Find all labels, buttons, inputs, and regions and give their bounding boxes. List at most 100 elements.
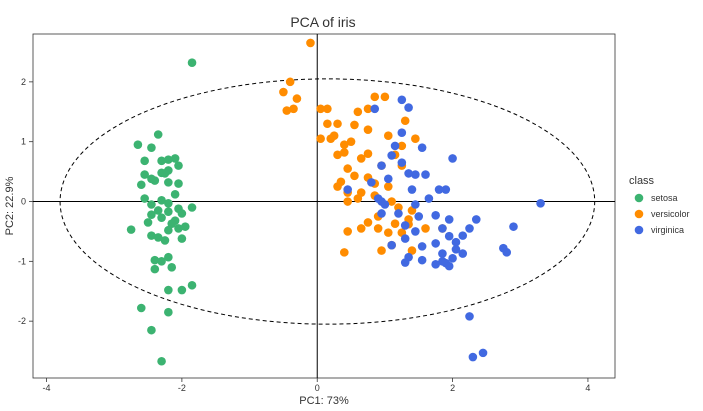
point-virginica bbox=[536, 199, 545, 208]
point-virginica bbox=[387, 151, 396, 160]
point-virginica bbox=[434, 185, 444, 194]
point-versicolor bbox=[285, 77, 295, 87]
point-virginica bbox=[367, 178, 376, 187]
point-virginica bbox=[411, 170, 420, 179]
point-versicolor bbox=[383, 228, 393, 237]
point-setosa bbox=[147, 231, 156, 240]
point-virginica bbox=[397, 128, 407, 138]
point-setosa bbox=[177, 209, 187, 218]
point-setosa bbox=[160, 236, 170, 245]
point-setosa bbox=[187, 280, 197, 290]
point-setosa bbox=[153, 233, 163, 242]
point-versicolor bbox=[363, 104, 373, 114]
point-setosa bbox=[164, 199, 173, 208]
point-virginica bbox=[400, 258, 410, 267]
point-virginica bbox=[377, 209, 386, 218]
point-virginica bbox=[387, 240, 396, 250]
point-virginica bbox=[424, 194, 434, 203]
point-versicolor bbox=[356, 224, 366, 233]
point-setosa bbox=[157, 257, 166, 266]
point-setosa bbox=[147, 200, 156, 209]
point-virginica bbox=[444, 231, 454, 241]
y-axis-label: PC2: 22.9% bbox=[4, 176, 16, 235]
point-virginica bbox=[377, 161, 386, 170]
point-versicolor bbox=[350, 120, 359, 130]
point-setosa bbox=[164, 225, 173, 235]
point-virginica bbox=[390, 141, 400, 151]
point-versicolor bbox=[383, 131, 393, 141]
point-setosa bbox=[187, 58, 197, 68]
point-setosa bbox=[167, 219, 177, 228]
point-versicolor bbox=[356, 154, 366, 163]
point-virginica bbox=[417, 143, 427, 152]
point-virginica bbox=[414, 212, 424, 221]
point-setosa bbox=[133, 140, 143, 149]
point-setosa bbox=[147, 210, 156, 219]
point-versicolor bbox=[306, 38, 315, 48]
point-setosa bbox=[174, 179, 183, 188]
point-virginica bbox=[468, 352, 478, 362]
point-virginica bbox=[438, 249, 447, 258]
point-virginica bbox=[458, 249, 468, 258]
point-virginica bbox=[400, 221, 410, 230]
point-versicolor bbox=[340, 140, 349, 149]
point-versicolor bbox=[380, 92, 390, 102]
point-setosa bbox=[170, 190, 180, 199]
legend-title: class bbox=[629, 175, 655, 187]
point-virginica bbox=[370, 104, 380, 114]
confidence-ellipse bbox=[59, 78, 596, 325]
x-axis-label: PC1: 73% bbox=[299, 395, 349, 407]
point-virginica bbox=[394, 209, 403, 218]
point-versicolor bbox=[397, 141, 407, 151]
point-versicolor bbox=[387, 197, 396, 206]
point-virginica bbox=[383, 174, 393, 184]
point-versicolor bbox=[343, 197, 352, 206]
point-versicolor bbox=[363, 125, 373, 135]
point-versicolor bbox=[343, 164, 352, 173]
point-versicolor bbox=[279, 87, 288, 97]
point-setosa bbox=[174, 224, 183, 233]
y-tick-label: 0 bbox=[21, 197, 26, 207]
point-virginica bbox=[471, 215, 481, 224]
point-virginica bbox=[417, 242, 427, 251]
point-setosa bbox=[150, 255, 160, 265]
point-versicolor bbox=[363, 218, 373, 227]
point-versicolor bbox=[421, 224, 430, 233]
point-versicolor bbox=[370, 92, 380, 102]
y-tick-label: -1 bbox=[18, 256, 26, 266]
legend-key-setosa bbox=[634, 193, 644, 203]
point-setosa bbox=[170, 154, 180, 163]
point-setosa bbox=[164, 285, 173, 295]
point-versicolor bbox=[289, 104, 298, 114]
point-virginica bbox=[458, 231, 468, 240]
legend-label-versicolor: versicolor bbox=[651, 209, 690, 219]
y-axis-ticks: -2 -1 0 1 2 bbox=[18, 77, 33, 326]
chart-title: PCA of iris bbox=[290, 14, 355, 30]
point-versicolor bbox=[282, 106, 292, 115]
point-virginica bbox=[444, 261, 454, 271]
point-virginica bbox=[465, 312, 474, 321]
x-tick-label: -2 bbox=[178, 383, 186, 393]
point-virginica bbox=[400, 234, 410, 243]
point-setosa bbox=[157, 356, 166, 366]
point-virginica bbox=[451, 237, 461, 247]
point-virginica bbox=[421, 170, 430, 179]
point-virginica bbox=[448, 254, 457, 263]
point-virginica bbox=[397, 95, 407, 105]
point-versicolor bbox=[316, 104, 325, 114]
point-versicolor bbox=[340, 148, 349, 157]
y-tick-label: 1 bbox=[21, 137, 26, 147]
legend-entries: setosa versicolor virginica bbox=[634, 193, 690, 235]
point-virginica bbox=[451, 245, 461, 254]
y-tick-label: -2 bbox=[18, 316, 26, 326]
point-setosa bbox=[167, 263, 177, 272]
point-virginica bbox=[343, 185, 352, 194]
point-versicolor bbox=[333, 182, 342, 191]
legend: class setosa versicolor virginica bbox=[629, 175, 690, 235]
point-versicolor bbox=[353, 107, 363, 117]
point-versicolor bbox=[400, 116, 410, 126]
point-versicolor bbox=[390, 219, 400, 228]
point-setosa bbox=[177, 285, 187, 295]
x-tick-label: 4 bbox=[585, 383, 590, 393]
